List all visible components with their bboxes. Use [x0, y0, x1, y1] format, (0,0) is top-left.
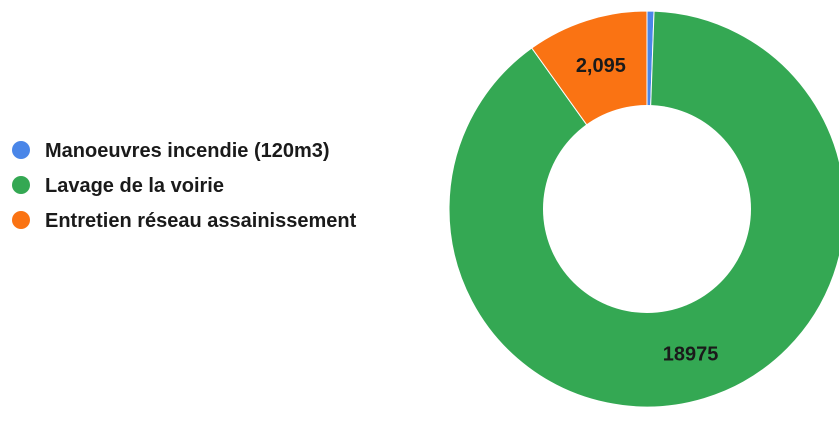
- data-label: 2,095: [576, 55, 626, 77]
- legend-item: Lavage de la voirie: [12, 175, 224, 197]
- legend-label: Manoeuvres incendie (120m3): [45, 140, 330, 162]
- legend-item: Manoeuvres incendie (120m3): [12, 140, 330, 162]
- legend-marker: [12, 211, 30, 229]
- legend-marker: [12, 176, 30, 194]
- legend-item: Entretien réseau assainissement: [12, 210, 357, 232]
- legend-label: Lavage de la voirie: [45, 175, 224, 197]
- donut-hole: [543, 105, 751, 313]
- legend-label: Entretien réseau assainissement: [45, 210, 357, 232]
- data-label: 18975: [663, 344, 719, 366]
- legend-marker: [12, 141, 30, 159]
- legend: Manoeuvres incendie (120m3) Lavage de la …: [12, 140, 357, 232]
- data-labels: 18975 2,095: [576, 55, 719, 365]
